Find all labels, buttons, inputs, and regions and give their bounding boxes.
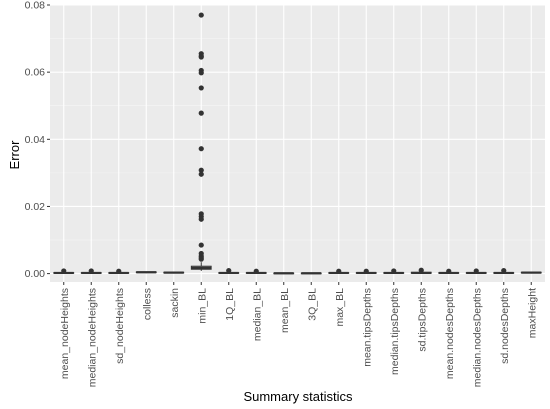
y-tick-label: 0.02 <box>25 201 46 213</box>
outlier-point <box>473 268 479 274</box>
outlier-point <box>336 268 342 274</box>
y-axis-title: Error <box>7 140 22 170</box>
outlier-point <box>198 54 204 60</box>
x-tick-label: min_BL <box>196 288 208 324</box>
outlier-point <box>501 267 507 274</box>
x-axis-title: Summary statistics <box>243 389 353 404</box>
x-tick-label: sackin <box>169 288 181 318</box>
outlier-point <box>363 268 369 274</box>
outlier-point <box>418 267 424 273</box>
x-tick-label: median.nodesDepths <box>471 288 483 387</box>
y-tick-label: 0.06 <box>25 67 46 79</box>
box-1Q_BL <box>218 267 240 275</box>
outlier-point <box>198 167 204 173</box>
grid-lines <box>50 4 545 282</box>
x-tick-label: mean_nodeHeights <box>59 288 71 379</box>
box-sd.nodesDepths <box>493 267 515 275</box>
outlier-point <box>446 268 452 274</box>
x-tick-label: colless <box>141 288 153 320</box>
outlier-point <box>226 267 232 274</box>
x-tick-label: max_BL <box>334 288 346 327</box>
x-tick-label: median.tipsDepths <box>389 288 401 375</box>
y-tick-label: 0.08 <box>25 0 46 12</box>
x-tick-label: sd_nodeHeights <box>114 288 126 364</box>
box-mean_BL <box>273 272 295 275</box>
box-mean_nodeHeights <box>53 268 75 275</box>
x-tick-label: 1Q_BL <box>224 288 236 321</box>
y-tick-label: 0.00 <box>25 268 46 280</box>
plot-panel <box>50 5 545 282</box>
box-median.tipsDepths <box>383 268 405 275</box>
box-max_BL <box>328 268 350 275</box>
box-median.nodesDepths <box>465 268 487 275</box>
x-tick-label: sd.tipsDepths <box>416 288 428 352</box>
outlier-point <box>198 171 204 177</box>
outlier-point <box>198 256 204 262</box>
outlier-point <box>253 268 259 274</box>
box-median_nodeHeights <box>80 268 102 275</box>
boxes-layer <box>53 12 542 275</box>
outlier-point <box>198 216 204 222</box>
outlier-point <box>198 242 204 248</box>
outlier-point <box>88 268 94 274</box>
outlier-point <box>116 268 122 274</box>
box-min_BL <box>190 12 212 271</box>
outlier-point <box>198 12 204 18</box>
x-tick-label: median_BL <box>251 288 263 341</box>
box-sd.tipsDepths <box>410 267 432 275</box>
box-sackin <box>163 271 185 274</box>
box-mean.nodesDepths <box>438 268 460 275</box>
box-median_BL <box>245 268 267 275</box>
outlier-point <box>198 110 204 116</box>
x-tick-label: mean_BL <box>279 288 291 333</box>
outlier-point <box>391 268 397 274</box>
x-tick-label: maxHeight <box>526 288 538 338</box>
x-tick-label: mean.tipsDepths <box>361 288 373 367</box>
outlier-point <box>61 268 67 274</box>
outlier-point <box>198 85 204 91</box>
box-maxHeight <box>520 271 542 274</box>
box-3Q_BL <box>300 272 322 275</box>
y-axis: 0.00 0.02 0.04 0.06 0.08 <box>25 0 50 280</box>
box-sd_nodeHeights <box>108 268 130 275</box>
x-tick-label: median_nodeHeights <box>86 288 98 387</box>
box-colless <box>135 271 157 274</box>
x-tick-label: mean.nodesDepths <box>444 288 456 379</box>
x-tick-label: 3Q_BL <box>306 288 318 321</box>
y-tick-label: 0.04 <box>25 134 46 146</box>
outlier-point <box>198 146 204 152</box>
x-tick-label: sd.nodesDepths <box>499 288 511 364</box>
x-axis: mean_nodeHeights median_nodeHeights sd_nod… <box>59 282 538 387</box>
box-mean.tipsDepths <box>355 268 377 275</box>
outlier-point <box>198 70 204 76</box>
